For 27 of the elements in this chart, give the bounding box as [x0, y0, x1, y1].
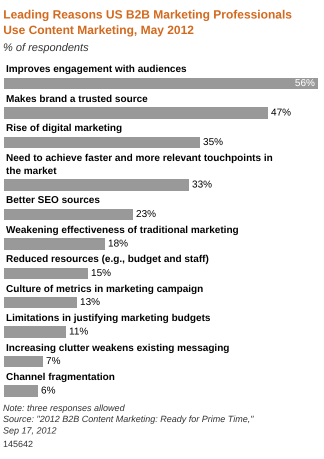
- y-tick-label: Culture of metrics in marketing campaign: [6, 284, 204, 295]
- chart-subtitle: % of respondents: [3, 42, 90, 54]
- data-label: 6%: [41, 386, 56, 396]
- data-label: 18%: [108, 238, 128, 250]
- y-tick-label: Channel fragmentation: [6, 372, 115, 383]
- annotation: Note: three responses allowed: [3, 403, 126, 413]
- y-tick-label: Makes brand a trusted source: [6, 94, 148, 105]
- data-label: 11%: [69, 326, 88, 338]
- y-tick-label: Rise of digital marketing: [6, 123, 122, 134]
- y-tick-label: Limitations in justifying marketing budgets: [6, 313, 211, 324]
- y-tick-label: Better SEO sources: [6, 195, 100, 206]
- data-label: 56%: [294, 78, 315, 89]
- text: 145642: [3, 439, 34, 449]
- data-label: 23%: [136, 209, 156, 220]
- data-label: 7%: [46, 356, 61, 367]
- y-tick-label: Need to achieve faster and more relevant touchpoints in the market: [6, 153, 273, 177]
- data-label: 35%: [203, 137, 224, 148]
- data-label: 47%: [271, 108, 292, 118]
- data-label: 13%: [80, 297, 100, 308]
- chart-title: Leading Reasons US B2B Marketing Professionals Use Content Marketing, May 2012: [3, 7, 292, 37]
- source-note: Source: "2012 B2B Content Marketing: Ready for Prime Time," Sep 17, 2012: [3, 414, 254, 436]
- y-tick-label: Improves engagement with audiences: [6, 64, 188, 75]
- data-label: 33%: [192, 180, 212, 190]
- y-tick-label: Reduced resources (e.g., budget and staff): [6, 254, 209, 265]
- y-tick-label: Weakening effectiveness of traditional marketing: [6, 225, 239, 236]
- y-tick-label: Increasing clutter weakens existing messaging: [6, 343, 230, 354]
- data-label: 15%: [91, 268, 112, 279]
